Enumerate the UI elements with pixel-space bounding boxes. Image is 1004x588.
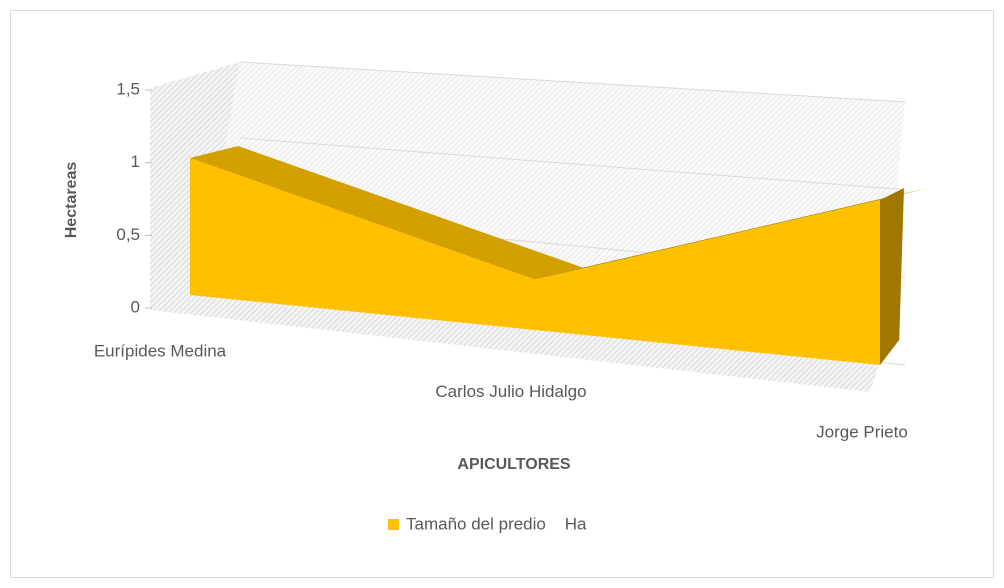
- x-tick-label: Eurípides Medina: [94, 341, 227, 360]
- x-tick-label: Carlos Julio Hidalgo: [435, 382, 586, 401]
- y-tick-label: 1,5: [116, 79, 140, 98]
- legend-label: Tamaño del predio Ha: [406, 514, 587, 533]
- area: [190, 158, 880, 365]
- legend-swatch: [388, 519, 399, 530]
- area-side: [880, 188, 904, 365]
- grid-line: [239, 61, 906, 103]
- area-top: [190, 146, 583, 280]
- y-axis-title: Hectareas: [63, 162, 80, 239]
- area-top: [535, 188, 928, 280]
- grid-line: [239, 137, 906, 191]
- x-tick-label: Jorge Prieto: [816, 422, 908, 441]
- y-tick-label: 0,5: [116, 225, 140, 244]
- x-axis-title: APICULTORES: [457, 456, 571, 473]
- y-tick-label: 0: [131, 297, 140, 316]
- y-tick-label: 1: [131, 152, 140, 171]
